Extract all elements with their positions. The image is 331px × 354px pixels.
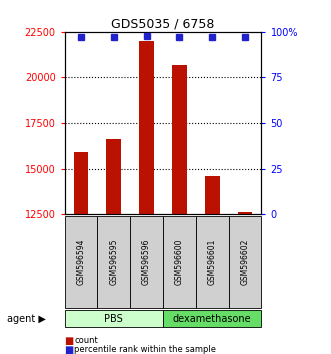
Text: ■: ■ <box>65 336 74 346</box>
Bar <box>238 212 253 214</box>
Text: GSM596596: GSM596596 <box>142 239 151 285</box>
Bar <box>106 139 121 214</box>
Text: agent ▶: agent ▶ <box>7 314 45 324</box>
Bar <box>205 176 220 214</box>
Bar <box>172 65 187 214</box>
Text: GSM596602: GSM596602 <box>241 239 250 285</box>
Text: GSM596594: GSM596594 <box>76 239 85 285</box>
Bar <box>139 41 154 214</box>
Text: GSM596600: GSM596600 <box>175 239 184 285</box>
Text: dexamethasone: dexamethasone <box>173 314 252 324</box>
Text: count: count <box>74 336 98 345</box>
Text: ■: ■ <box>65 345 74 354</box>
Title: GDS5035 / 6758: GDS5035 / 6758 <box>111 18 215 31</box>
Text: GSM596601: GSM596601 <box>208 239 217 285</box>
Bar <box>73 152 88 214</box>
Text: GSM596595: GSM596595 <box>109 239 118 285</box>
Text: PBS: PBS <box>104 314 123 324</box>
Text: percentile rank within the sample: percentile rank within the sample <box>74 345 216 354</box>
